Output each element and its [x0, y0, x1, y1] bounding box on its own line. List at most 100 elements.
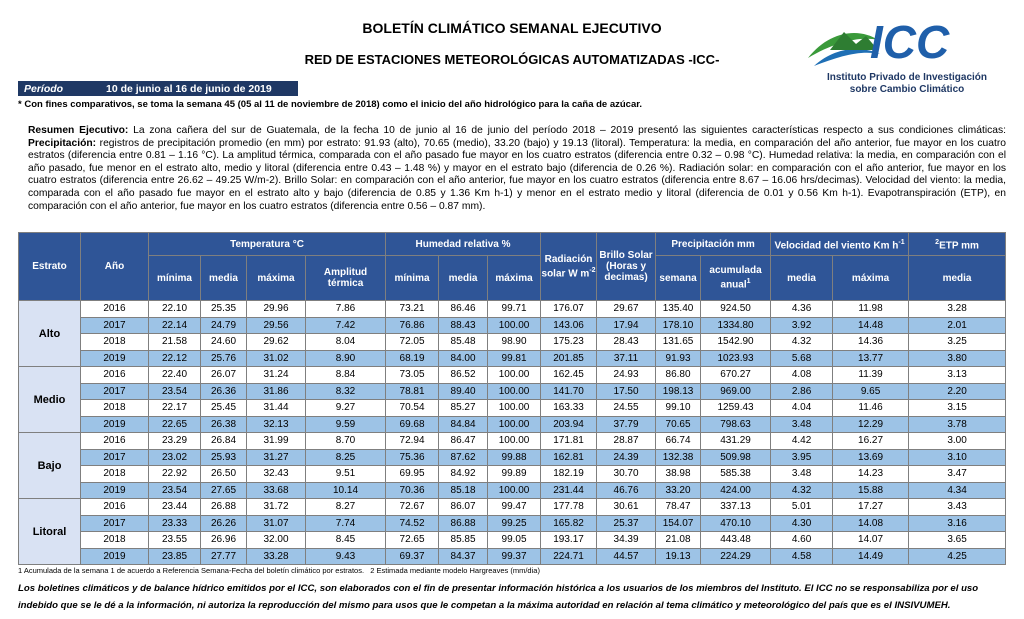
- value-cell: 14.23: [832, 465, 910, 483]
- value-cell: 12.29: [832, 415, 910, 433]
- value-cell: 9.51: [304, 465, 387, 483]
- value-cell: 7.86: [304, 300, 387, 318]
- subheader-cell: semana: [655, 255, 702, 301]
- value-cell: 23.85: [148, 547, 201, 565]
- value-cell: 26.88: [200, 498, 247, 516]
- value-cell: 72.94: [385, 432, 440, 450]
- value-cell: 14.08: [832, 514, 910, 532]
- subheader-text: máxima: [851, 272, 890, 284]
- value-cell: 132.38: [655, 448, 702, 466]
- subheader-text: acumulada anual: [709, 265, 762, 291]
- value-cell: 4.42: [770, 432, 834, 450]
- subheader-text: máxima: [495, 272, 533, 284]
- value-cell: 14.49: [832, 547, 910, 565]
- year-cell: 2018: [80, 399, 149, 417]
- value-cell: 26.07: [200, 366, 247, 384]
- value-cell: 72.05: [385, 333, 440, 351]
- value-cell: 70.36: [385, 481, 440, 499]
- period-bar: Período 10 de junio al 16 de junio de 201…: [18, 81, 298, 96]
- table-row: 2019 22.12 25.76 31.02 8.90 68.19 84.00 99.81 20…: [19, 349, 1007, 367]
- header-sup: 2: [935, 238, 940, 246]
- value-cell: 99.25: [487, 514, 542, 532]
- value-cell: 34.39: [596, 531, 657, 549]
- subheader-cell: media: [908, 255, 1007, 301]
- value-cell: 8.27: [304, 498, 387, 516]
- value-cell: 15.88: [832, 481, 910, 499]
- subheader-text: Amplitud térmica: [323, 267, 368, 289]
- value-cell: 26.36: [200, 382, 247, 400]
- value-cell: 32.00: [246, 531, 306, 549]
- table-row: Medio 2016 22.40 26.07 31.24 8.84 73.05 86.52 10…: [18, 366, 1007, 433]
- value-cell: 3.10: [908, 448, 1007, 466]
- value-cell: 23.02: [148, 448, 201, 466]
- logo-text: ICC: [870, 16, 950, 68]
- value-cell: 8.45: [304, 531, 387, 549]
- period-label: Período: [24, 82, 64, 95]
- footnote: 1 Acumulada de la semana 1 de acuerdo a …: [18, 566, 540, 575]
- value-cell: 69.68: [385, 415, 440, 433]
- value-cell: 100.00: [487, 382, 542, 400]
- value-cell: 8.25: [304, 448, 387, 466]
- value-cell: 11.39: [832, 366, 910, 384]
- value-cell: 37.79: [596, 415, 657, 433]
- value-cell: 924.50: [700, 300, 772, 318]
- value-cell: 85.48: [438, 333, 489, 351]
- table-row: 2018 22.17 25.45 31.44 9.27 70.54 85.27 100.00 1…: [19, 399, 1007, 417]
- header-cell: Humedad relativa %: [385, 232, 542, 256]
- subheader-text: semana: [659, 272, 697, 284]
- value-cell: 178.10: [655, 316, 702, 334]
- table-row: 2019 22.65 26.38 32.13 9.59 69.68 84.84 100.00 2…: [19, 415, 1007, 433]
- value-cell: 2.20: [908, 382, 1007, 400]
- subheader-cell: mínima: [385, 255, 440, 301]
- value-cell: 162.45: [540, 366, 598, 384]
- value-cell: 25.37: [596, 514, 657, 532]
- value-cell: 86.88: [438, 514, 489, 532]
- value-cell: 31.24: [246, 366, 306, 384]
- value-cell: 29.56: [246, 316, 306, 334]
- subheader-text: máxima: [257, 272, 295, 284]
- value-cell: 100.00: [487, 481, 542, 499]
- subheader-cell: máxima: [246, 255, 306, 301]
- value-cell: 46.76: [596, 481, 657, 499]
- value-cell: 33.68: [246, 481, 306, 499]
- value-cell: 69.95: [385, 465, 440, 483]
- value-cell: 99.71: [487, 300, 542, 318]
- value-cell: 4.25: [908, 547, 1007, 565]
- header-cell: Precipitación mm: [655, 232, 772, 256]
- value-cell: 2.01: [908, 316, 1007, 334]
- value-cell: 9.65: [832, 382, 910, 400]
- note: * Con fines comparativos, se toma la sem…: [18, 99, 643, 110]
- value-cell: 4.32: [770, 481, 834, 499]
- value-cell: 91.93: [655, 349, 702, 367]
- value-cell: 84.84: [438, 415, 489, 433]
- value-cell: 7.42: [304, 316, 387, 334]
- value-cell: 424.00: [700, 481, 772, 499]
- value-cell: 22.92: [148, 465, 201, 483]
- value-cell: 22.12: [148, 349, 201, 367]
- value-cell: 154.07: [655, 514, 702, 532]
- subheader-text: media: [787, 272, 816, 284]
- value-cell: 85.85: [438, 531, 489, 549]
- value-cell: 73.21: [385, 300, 440, 318]
- value-cell: 27.65: [200, 481, 247, 499]
- value-cell: 4.34: [908, 481, 1007, 499]
- table-row: 2017 23.33 26.26 31.07 7.74 74.52 86.88 99.25 16…: [19, 514, 1007, 532]
- value-cell: 1023.93: [700, 349, 772, 367]
- value-cell: 23.54: [148, 382, 201, 400]
- value-cell: 70.54: [385, 399, 440, 417]
- table-row: 2018 22.92 26.50 32.43 9.51 69.95 84.92 99.89 18…: [19, 465, 1007, 483]
- value-cell: 85.18: [438, 481, 489, 499]
- value-cell: 13.69: [832, 448, 910, 466]
- value-cell: 165.82: [540, 514, 598, 532]
- table-row: 2018 23.55 26.96 32.00 8.45 72.65 85.85 99.05 19…: [19, 531, 1007, 549]
- summary-label: Precipitación:: [28, 137, 97, 149]
- year-cell: 2019: [80, 415, 149, 433]
- table-row: 2019 23.85 27.77 33.28 9.43 69.37 84.37 99.37 22…: [19, 547, 1007, 565]
- value-cell: 17.27: [832, 498, 910, 516]
- header-sup: -2: [589, 266, 596, 274]
- table-row: 2017 22.14 24.79 29.56 7.42 76.86 88.43 100.00 1…: [19, 316, 1007, 334]
- value-cell: 3.48: [770, 415, 834, 433]
- subheader-cell: media: [770, 255, 834, 301]
- header-cell: Estrato: [18, 232, 81, 301]
- value-cell: 14.36: [832, 333, 910, 351]
